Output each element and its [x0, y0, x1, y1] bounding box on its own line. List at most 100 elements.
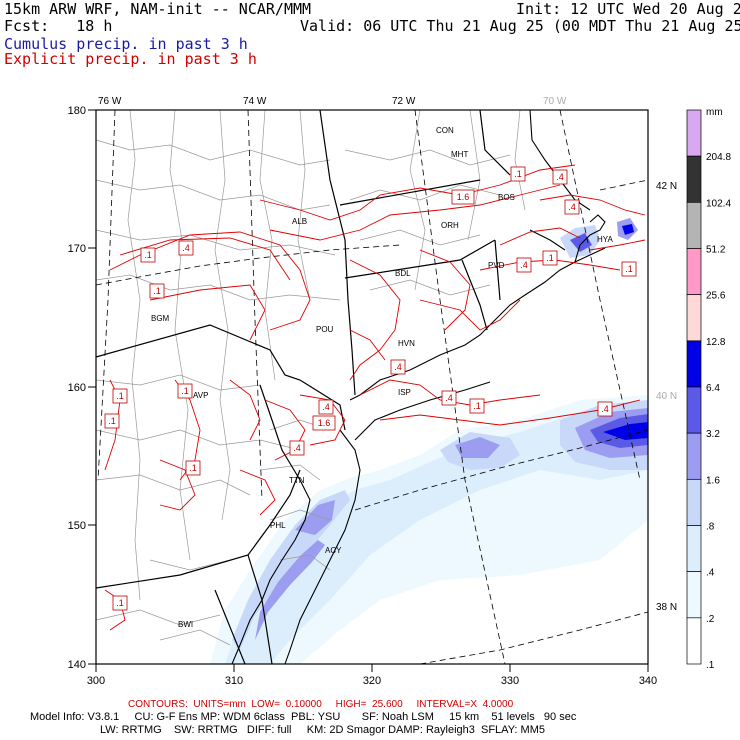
contour-label: .1 [469, 398, 485, 414]
city-con: CON [436, 126, 454, 135]
svg-text:320: 320 [363, 675, 381, 687]
header-forecast-hour: Fcst: 18 h [4, 17, 113, 35]
city-orh: ORH [441, 221, 459, 230]
contour-label: 1.6 [312, 415, 336, 431]
svg-text:.1: .1 [108, 416, 116, 426]
svg-text:.4: .4 [445, 393, 453, 403]
legend-label: 51.2 [706, 245, 726, 256]
svg-text:.1: .1 [625, 264, 633, 274]
svg-text:76 W: 76 W [98, 96, 122, 107]
svg-text:.1: .1 [144, 250, 152, 260]
legend-label: .2 [706, 614, 715, 625]
svg-text:140: 140 [68, 659, 86, 671]
contour-label: .4 [564, 199, 580, 215]
legend-label: 102.4 [706, 198, 731, 209]
legend-swatch [686, 109, 702, 157]
svg-text:330: 330 [501, 675, 519, 687]
contour-label: .1 [621, 261, 637, 277]
coastline [231, 109, 606, 665]
svg-text:mm: mm [706, 107, 723, 118]
svg-text:.4: .4 [556, 172, 564, 182]
model-info-line1: Model Info: V3.8.1 CU: G-F Ens MP: WDM 6… [30, 711, 577, 723]
contour-label: .4 [441, 390, 457, 406]
svg-text:70 W: 70 W [543, 96, 567, 107]
contour-label: .1 [104, 413, 120, 429]
legend-swatch [686, 340, 702, 388]
legend-swatch [686, 386, 702, 434]
svg-text:.4: .4 [322, 402, 330, 412]
contour-label: .4 [552, 169, 568, 185]
legend-swatch [686, 294, 702, 342]
svg-text:.4: .4 [601, 404, 609, 414]
legend-swatch [686, 617, 702, 665]
contour-label: .1 [542, 250, 558, 266]
svg-text:72 W: 72 W [392, 96, 416, 107]
legend-label: 12.8 [706, 337, 726, 348]
city-bgm: BGM [151, 314, 170, 323]
svg-text:1.6: 1.6 [457, 192, 470, 202]
contour-label: .4 [597, 401, 613, 417]
explicit-precip-contours [104, 164, 646, 631]
svg-text:1.6: 1.6 [318, 418, 331, 428]
x-tick-labels: 300 310 320 330 340 [87, 675, 657, 687]
svg-text:.4: .4 [182, 243, 190, 253]
svg-text:170: 170 [68, 243, 86, 255]
legend-swatch [686, 571, 702, 619]
legend-label: .8 [706, 522, 715, 533]
longitude-labels: 76 W 74 W 72 W 70 W [98, 96, 567, 107]
city-avp: AVP [193, 391, 208, 400]
contour-label: .4 [390, 359, 406, 375]
contour-label: .1 [149, 283, 165, 299]
svg-text:180: 180 [68, 105, 86, 117]
legend-swatch [686, 478, 702, 526]
legend-label: 204.8 [706, 152, 731, 163]
legend-label: 3.2 [706, 429, 720, 440]
city-alb: ALB [292, 217, 307, 226]
city-pou: POU [316, 325, 334, 334]
legend-cumulus-label: Cumulus precip. in past 3 h [4, 35, 248, 53]
svg-text:.4: .4 [394, 362, 402, 372]
svg-text:.1: .1 [116, 391, 124, 401]
city-bdl: BDL [395, 269, 411, 278]
svg-text:40 N: 40 N [656, 391, 677, 402]
city-mht: MHT [451, 150, 468, 159]
legend-swatch [686, 525, 702, 573]
contour-label: .1 [140, 247, 156, 263]
svg-text:.1: .1 [189, 463, 197, 473]
contour-label: .1 [177, 383, 193, 399]
y-tick-labels: 180 170 160 150 140 [68, 105, 86, 671]
precip-shading [210, 218, 648, 664]
axis-ticks [88, 109, 649, 672]
legend-label: 6.4 [706, 383, 720, 394]
legend-label: 1.6 [706, 475, 720, 486]
model-info-line2: LW: RRTMG SW: RRTMG DIFF: full KM: 2D Sm… [100, 724, 545, 736]
header-title: 15km ARW WRF, NAM-init -- NCAR/MMM [4, 0, 312, 18]
contour-label: .4 [318, 399, 334, 415]
svg-text:42 N: 42 N [656, 181, 677, 192]
svg-text:74 W: 74 W [243, 96, 267, 107]
city-hvn: HVN [398, 339, 415, 348]
city-bwi: BWI [178, 620, 193, 629]
contours-info: CONTOURS: UNITS=mm LOW= 0.10000 HIGH= 25… [128, 699, 514, 710]
color-legend: mm 204.8 102.4 51.2 25.6 12.8 6.4 3.2 1.6 .8 .4 .2… [686, 107, 731, 671]
contour-label: .4 [289, 440, 305, 456]
city-isp: ISP [398, 388, 411, 397]
svg-text:340: 340 [639, 675, 657, 687]
svg-text:.1: .1 [153, 286, 161, 296]
legend-swatch [686, 432, 702, 480]
legend-swatch [686, 201, 702, 249]
svg-text:310: 310 [225, 675, 243, 687]
svg-text:.1: .1 [473, 401, 481, 411]
header-valid-time: Valid: 06 UTC Thu 21 Aug 25 (00 MDT Thu … [300, 17, 740, 35]
city-ttn: TTN [289, 476, 305, 485]
city-acy: ACY [325, 546, 342, 555]
svg-text:150: 150 [68, 520, 86, 532]
contour-label: 1.6 [451, 189, 475, 205]
svg-text:.1: .1 [514, 169, 522, 179]
contour-label: .1 [112, 388, 128, 404]
svg-text:.1: .1 [116, 598, 124, 608]
header-init: Init: 12 UTC Wed 20 Aug 25 [516, 0, 740, 18]
legend-label: 25.6 [706, 291, 726, 302]
svg-text:.1: .1 [546, 253, 554, 263]
